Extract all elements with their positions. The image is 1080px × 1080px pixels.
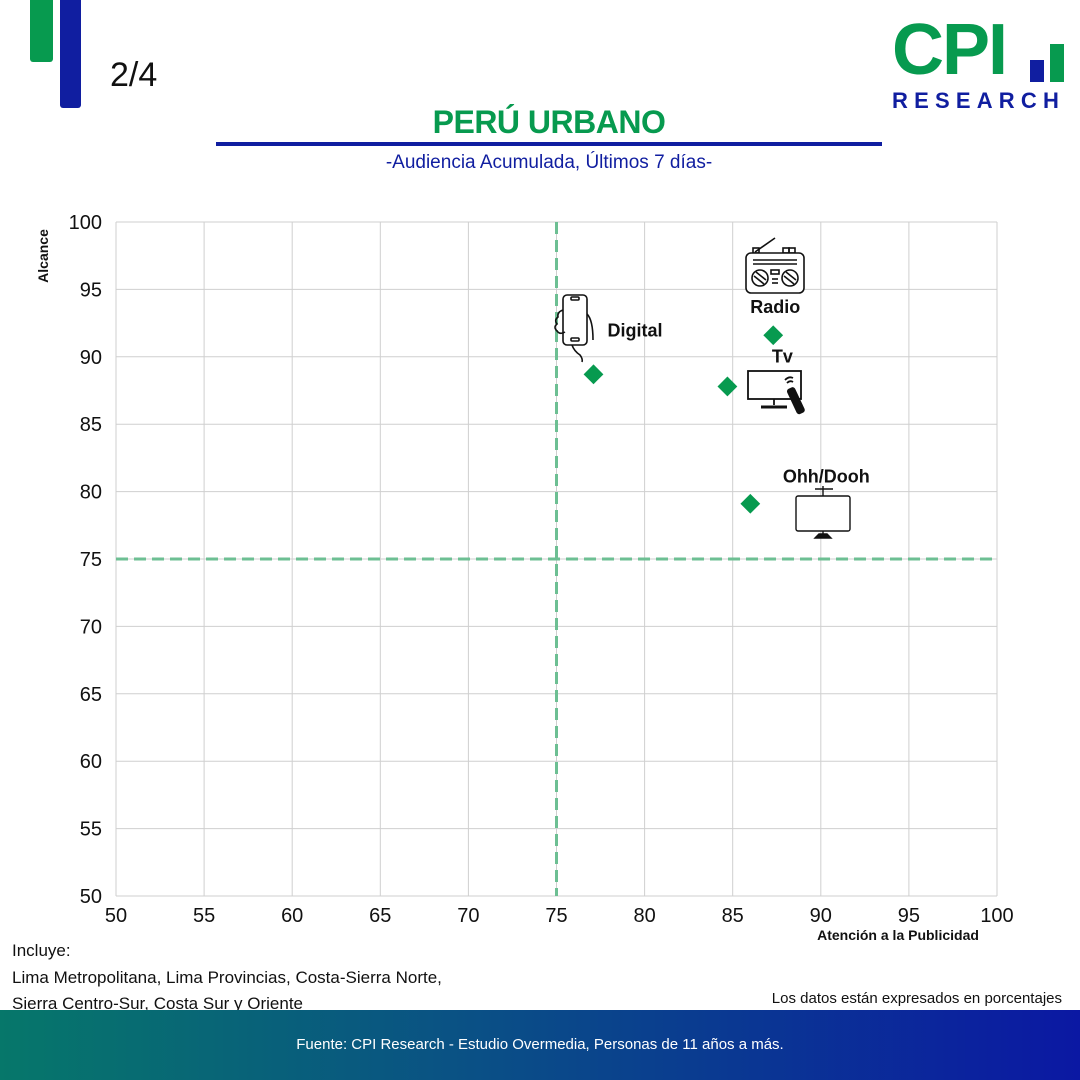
x-tick-label: 60 xyxy=(281,905,303,927)
scatter-chart: 50 55 60 65 70 75 80 85 90 95 100 50 55 60 65 70 75 80 85 9… xyxy=(35,212,1014,943)
y-tick-label: 65 xyxy=(80,684,102,706)
x-tick-label: 55 xyxy=(193,905,215,927)
y-tick-label: 85 xyxy=(80,414,102,436)
source-text: Fuente: CPI Research - Estudio Overmedia… xyxy=(296,1036,784,1053)
tv-icon xyxy=(747,370,805,415)
x-tick-label: 75 xyxy=(545,905,567,927)
decor-blue-bar xyxy=(60,0,81,108)
cpi-research-logo: CPI RESEARCH xyxy=(892,14,1072,114)
data-point-marker xyxy=(763,325,784,346)
y-tick-label: 60 xyxy=(80,751,102,773)
x-tick-label: 50 xyxy=(105,905,127,927)
x-tick-label: 85 xyxy=(722,905,744,927)
y-tick-label: 90 xyxy=(80,347,102,369)
data-point-label: Ohh/Dooh xyxy=(783,467,870,487)
data-points: Digital Radio Tv Ohh/Dooh xyxy=(583,297,870,514)
logo-bar-icon xyxy=(1050,44,1064,82)
logo-bar-icon xyxy=(1030,60,1044,82)
logo-main-text: CPI xyxy=(892,10,1008,90)
y-tick-label: 50 xyxy=(80,886,102,908)
regions-note: Incluye: Lima Metropolitana, Lima Provin… xyxy=(12,938,442,1018)
x-tick-label: 80 xyxy=(633,905,655,927)
chart-title: PERÚ URBANO xyxy=(432,104,666,140)
y-axis-label: Alcance xyxy=(35,229,51,283)
x-axis-label: Atención a la Publicidad xyxy=(817,927,979,943)
data-point-marker xyxy=(583,364,604,385)
y-tick-label: 100 xyxy=(69,212,102,234)
y-tick-label: 80 xyxy=(80,482,102,504)
units-note: Los datos están expresados en porcentaje… xyxy=(771,990,1062,1007)
page-indicator: 2/4 xyxy=(110,56,158,94)
title-divider xyxy=(216,142,882,146)
data-point-label: Tv xyxy=(772,346,793,366)
x-tick-label: 90 xyxy=(810,905,832,927)
includes-line-2: Sierra Centro-Sur, Costa Sur y Oriente xyxy=(12,994,304,1013)
data-point-label: Radio xyxy=(750,297,800,317)
includes-line-1: Lima Metropolitana, Lima Provincias, Cos… xyxy=(12,967,442,987)
data-point-marker xyxy=(717,376,738,397)
data-point-marker xyxy=(740,493,761,514)
billboard-screen-icon xyxy=(795,486,851,539)
axis-ticks: 50 55 60 65 70 75 80 85 90 95 100 50 55 60 65 70 75 80 85 9… xyxy=(69,212,1014,927)
smartphone-icon xyxy=(554,294,594,363)
x-tick-label: 100 xyxy=(980,905,1013,927)
chart-subtitle: -Audiencia Acumulada, Últimos 7 días- xyxy=(385,152,713,173)
x-tick-label: 70 xyxy=(457,905,479,927)
x-tick-label: 65 xyxy=(369,905,391,927)
radio-icon xyxy=(745,237,805,294)
y-tick-label: 55 xyxy=(80,819,102,841)
x-tick-label: 95 xyxy=(898,905,920,927)
decor-green-bar xyxy=(30,0,53,62)
footer-band: Fuente: CPI Research - Estudio Overmedia… xyxy=(0,1010,1080,1080)
y-tick-label: 70 xyxy=(80,616,102,638)
data-point-label: Digital xyxy=(608,320,663,340)
reference-lines xyxy=(116,222,997,896)
y-tick-label: 75 xyxy=(80,549,102,571)
y-tick-label: 95 xyxy=(80,279,102,301)
logo-sub-text: RESEARCH xyxy=(892,88,1066,113)
includes-label: Incluye: xyxy=(12,941,71,960)
